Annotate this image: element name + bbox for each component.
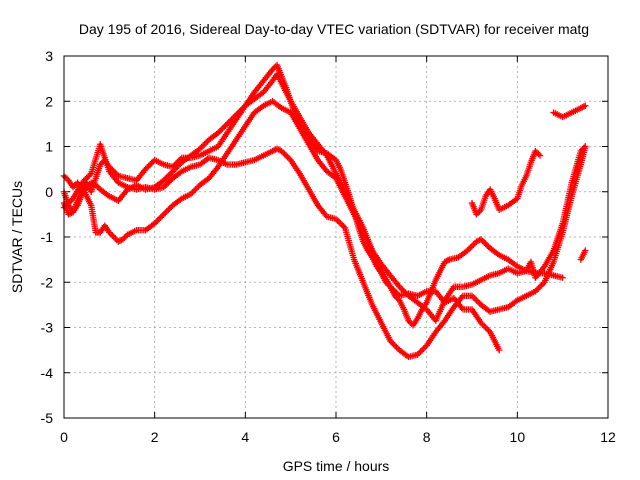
data-point — [282, 152, 290, 159]
data-point — [391, 342, 399, 349]
data-point — [470, 241, 477, 248]
data-point — [162, 209, 169, 217]
data-point — [156, 215, 163, 223]
data-point — [483, 325, 491, 333]
data-point — [538, 282, 545, 289]
chart-title: Day 195 of 2016, Sidereal Day-to-day VTE… — [79, 21, 589, 37]
data-point — [338, 221, 346, 229]
data-point — [175, 162, 183, 169]
gridlines — [64, 56, 608, 418]
data-point — [417, 348, 424, 355]
y-tick-label: -4 — [41, 365, 54, 381]
data-point — [536, 152, 544, 159]
data-point — [335, 218, 343, 226]
data-point — [496, 346, 503, 354]
data-point — [202, 139, 210, 146]
data-point — [110, 233, 118, 241]
y-tick-label: 0 — [45, 184, 53, 200]
data-point — [171, 166, 178, 174]
data-point — [390, 340, 397, 348]
series-track-e — [468, 147, 544, 218]
data-point — [165, 206, 172, 214]
series-track-d — [60, 70, 503, 354]
data-point — [473, 297, 480, 304]
data-point — [418, 346, 426, 354]
x-tick-label: 4 — [241, 429, 249, 445]
data-point — [84, 173, 92, 180]
data-point — [109, 232, 116, 239]
data-point — [483, 242, 491, 249]
data-point — [192, 186, 199, 193]
data-point — [474, 298, 482, 306]
data-point — [482, 240, 489, 247]
data-point — [470, 294, 477, 301]
data-point — [479, 237, 486, 244]
series-track-c — [60, 141, 589, 361]
data-point — [201, 141, 208, 148]
data-point — [160, 211, 167, 218]
data-point — [146, 161, 154, 168]
data-point — [159, 212, 166, 220]
data-point — [582, 102, 589, 109]
data-point — [145, 162, 152, 170]
data-point — [154, 217, 161, 224]
plot-frame — [63, 55, 609, 419]
series-track-g — [577, 247, 589, 263]
data-series — [60, 61, 589, 361]
data-point — [168, 169, 175, 177]
data-point — [217, 126, 225, 134]
data-point — [536, 283, 544, 290]
y-tick-label: -3 — [41, 320, 54, 336]
data-point — [468, 242, 476, 250]
x-tick-label: 8 — [423, 429, 431, 445]
data-point — [337, 220, 344, 227]
data-point — [174, 163, 181, 171]
data-point — [482, 324, 489, 331]
data-point — [190, 187, 198, 195]
data-point — [83, 174, 90, 182]
y-tick-label: -2 — [41, 274, 54, 290]
y-tick-label: -5 — [41, 410, 54, 426]
y-tick-label: -1 — [41, 229, 54, 245]
data-point — [467, 244, 474, 251]
data-point — [284, 153, 291, 161]
data-point — [420, 345, 427, 352]
x-tick-label: 12 — [600, 429, 616, 445]
data-point — [582, 143, 589, 150]
x-tick-label: 0 — [60, 429, 68, 445]
data-point — [163, 208, 170, 215]
x-tick-label: 6 — [332, 429, 340, 445]
data-point — [199, 142, 207, 149]
data-point — [62, 174, 69, 181]
x-axis-label: GPS time / hours — [283, 458, 390, 474]
y-tick-label: 1 — [45, 139, 53, 155]
data-point — [471, 295, 479, 303]
x-tick-label: 10 — [510, 429, 526, 445]
y-tick-label: 2 — [45, 93, 53, 109]
data-point — [393, 343, 400, 351]
data-point — [193, 184, 201, 192]
data-point — [559, 274, 566, 281]
data-point — [219, 125, 226, 132]
series-track-f — [550, 102, 589, 121]
data-point — [275, 146, 282, 153]
data-point — [535, 285, 542, 292]
data-point — [480, 322, 488, 330]
y-axis-label: SDTVAR / TECUs — [9, 181, 25, 293]
data-point — [157, 214, 164, 221]
x-tick-label: 2 — [151, 429, 159, 445]
data-point — [166, 205, 173, 212]
data-point — [281, 150, 288, 158]
y-tick-label: 3 — [45, 48, 53, 64]
data-point — [582, 247, 589, 254]
